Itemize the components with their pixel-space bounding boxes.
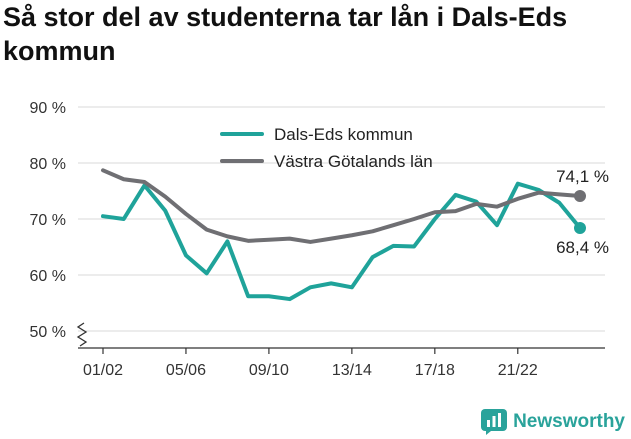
brand-logo: Newsworthy (481, 409, 625, 435)
gridlines (78, 106, 605, 332)
x-tick-label: 17/18 (415, 362, 455, 379)
y-tick-label: 60 % (30, 268, 66, 285)
data-label-dals-eds: 68,4 % (556, 238, 609, 257)
y-tick-label: 80 % (30, 156, 66, 173)
y-tick-label: 70 % (30, 212, 66, 229)
series-lines (101, 168, 586, 302)
y-tick-label: 50 % (30, 324, 66, 341)
x-tick-label: 05/06 (166, 362, 206, 379)
series-line-vastra-gotaland (101, 168, 582, 244)
x-tick-label: 13/14 (332, 362, 372, 379)
series-end-point (574, 190, 586, 203)
x-tick-label: 01/02 (83, 362, 123, 379)
legend-label: Dals-Eds kommun (274, 125, 413, 144)
x-tick-label: 09/10 (249, 362, 289, 379)
legend-label: Västra Götalands län (274, 152, 433, 171)
data-label-vastra-gotaland: 74,1 % (556, 167, 609, 186)
newsworthy-logo-icon (481, 409, 508, 435)
series-end-point (574, 221, 586, 234)
series-line-dals-eds (101, 181, 582, 302)
axis-break-icon (76, 322, 88, 347)
brand-name: Newsworthy (513, 411, 625, 432)
chart-title: Så stor del av studenterna tar lån i Dal… (3, 2, 568, 66)
axes: 90 % 80 % 70 % 60 % 50 % 01/02 05/06 09/10 13/14… (30, 100, 605, 379)
y-tick-label: 90 % (30, 100, 66, 117)
legend: Dals-Eds kommun Västra Götalands län (220, 125, 433, 171)
x-tick-label: 21/22 (498, 362, 538, 379)
data-labels: 74,1 % 68,4 % (556, 167, 609, 257)
